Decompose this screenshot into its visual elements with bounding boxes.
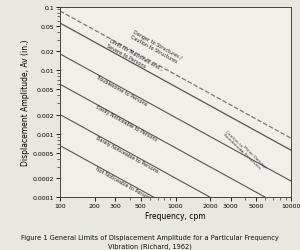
Text: Limit for Machines and...
Severe to Persons: Limit for Machines and... Severe to Pers…: [106, 38, 164, 77]
Text: Not Noticeable to Persons: Not Noticeable to Persons: [95, 166, 153, 201]
Text: Minor Damage
to Structures: Minor Damage to Structures: [238, 144, 267, 172]
Text: Figure 1 General Limits of Displacement Amplitude for a Particular Frequency
Vib: Figure 1 General Limits of Displacement …: [21, 234, 279, 249]
Y-axis label: Displacement Amplitude, Av (in.): Displacement Amplitude, Av (in.): [21, 40, 30, 166]
Text: Easily Noticeable to Persons: Easily Noticeable to Persons: [95, 104, 158, 142]
X-axis label: Frequency, cpm: Frequency, cpm: [145, 211, 206, 220]
Text: Barely Noticeable to Persons: Barely Noticeable to Persons: [95, 135, 159, 173]
Text: Troublesome to Persons: Troublesome to Persons: [95, 74, 148, 107]
Text: Danger to Structures /
Caution to Structures: Danger to Structures / Caution to Struct…: [130, 30, 183, 65]
Text: Caution to
Foundations: Caution to Foundations: [221, 130, 247, 154]
